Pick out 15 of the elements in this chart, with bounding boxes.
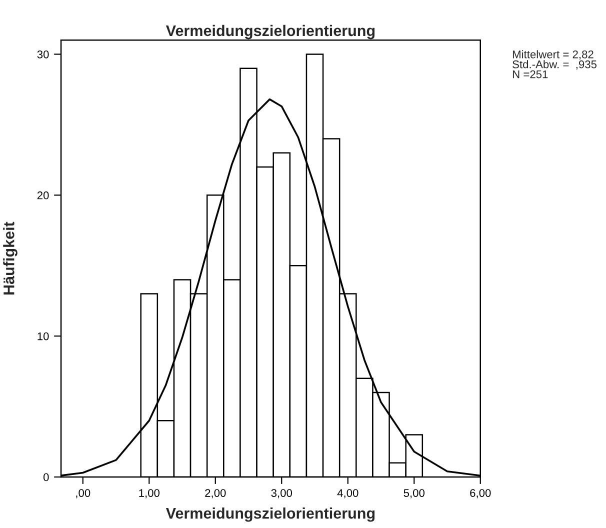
x-tick-label: 6,00 xyxy=(470,489,491,498)
x-tick-label: 2,00 xyxy=(205,489,226,498)
y-axis-title: Häufigkeit xyxy=(3,222,18,294)
x-axis-title: Vermeidungszielorientierung xyxy=(166,507,375,522)
x-tick-label: 1,00 xyxy=(139,489,160,498)
y-tick-label: 0 xyxy=(43,473,49,482)
x-tick-label: 4,00 xyxy=(337,489,358,498)
chart-title: Vermeidungszielorientierung xyxy=(166,24,375,40)
x-tick-label: ,00 xyxy=(76,489,90,498)
y-tick-label: 10 xyxy=(38,332,49,340)
y-tick-label: 20 xyxy=(37,191,49,200)
x-tick-label: 3,00 xyxy=(271,489,292,498)
text: Mittelwert = 2,82 Std.-Abw. = ,935 N =251 xyxy=(512,50,597,78)
x-tick-label: 5,00 xyxy=(404,489,425,498)
y-tick-label: 30 xyxy=(37,50,49,58)
